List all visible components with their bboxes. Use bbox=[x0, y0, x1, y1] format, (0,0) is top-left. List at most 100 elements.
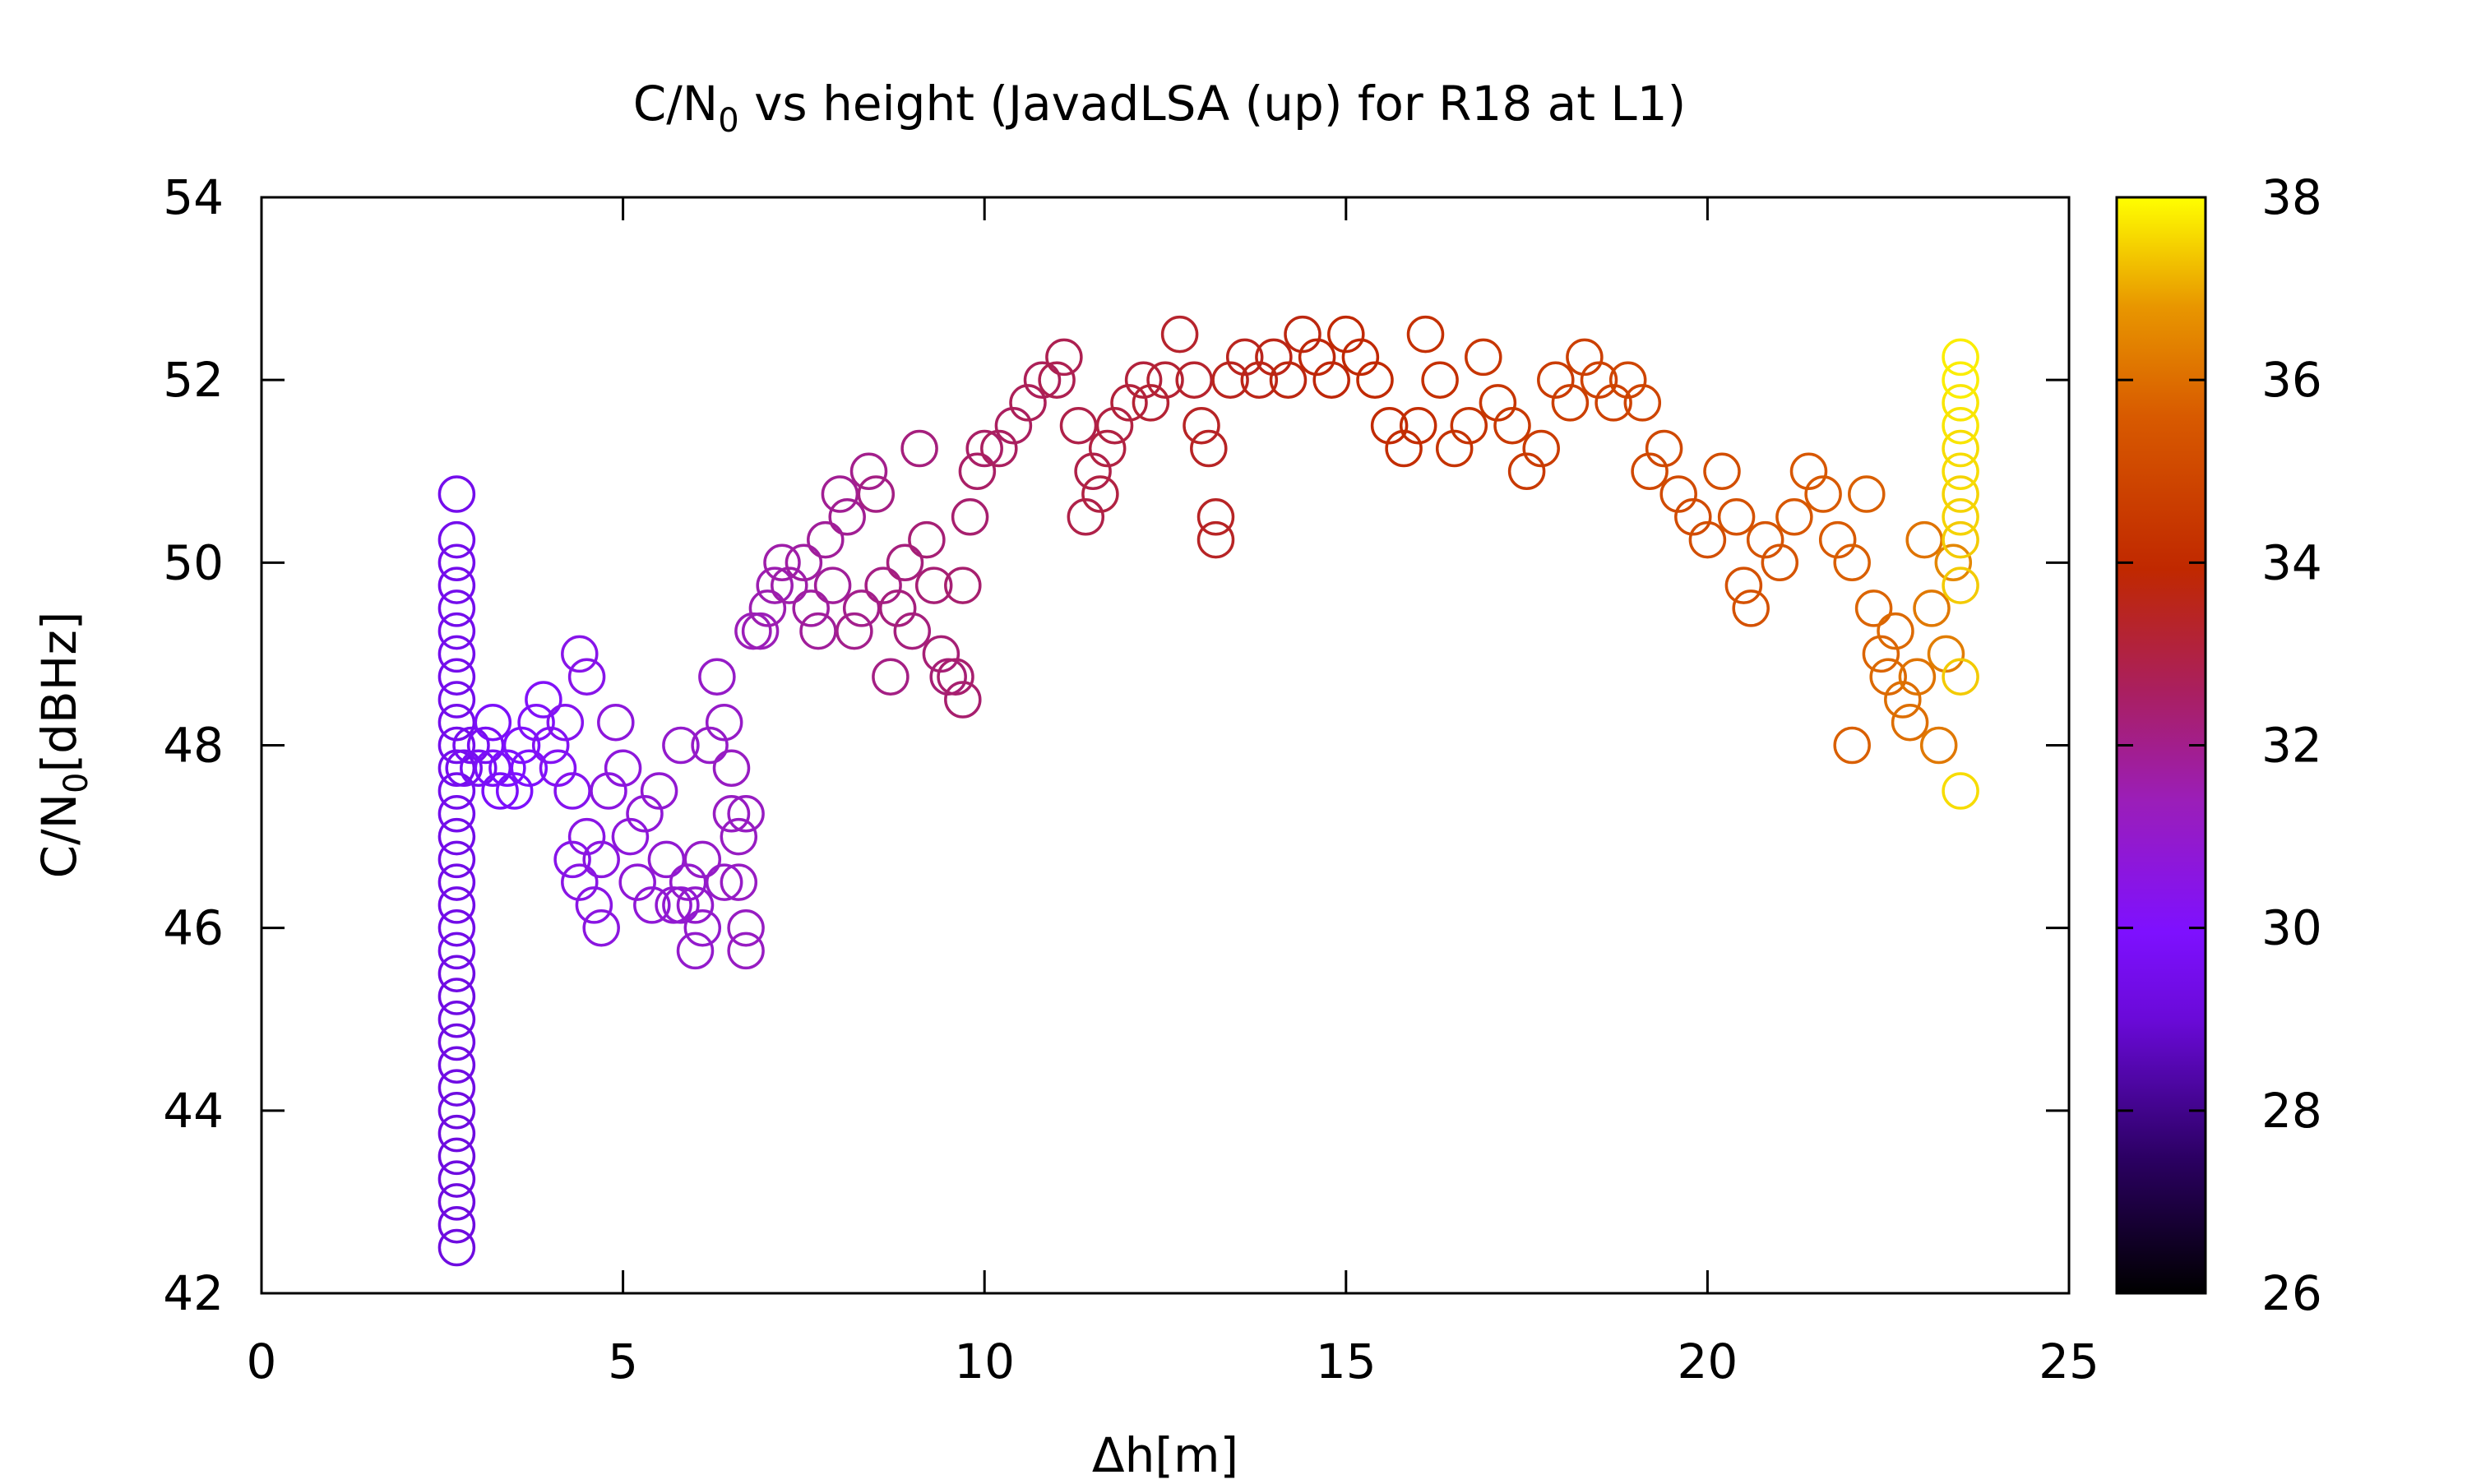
data-point bbox=[1341, 338, 1380, 377]
data-point bbox=[1450, 406, 1488, 445]
data-point bbox=[705, 863, 743, 901]
data-point bbox=[683, 840, 722, 879]
data-point bbox=[1465, 338, 1502, 377]
data-point bbox=[1623, 384, 1662, 422]
data-point bbox=[893, 612, 932, 650]
data-point bbox=[510, 749, 548, 788]
data-point bbox=[1717, 498, 1756, 536]
data-point bbox=[676, 932, 715, 970]
data-point bbox=[1942, 475, 1979, 513]
data-point bbox=[1196, 498, 1235, 536]
data-point bbox=[437, 1205, 476, 1244]
data-point bbox=[720, 863, 758, 901]
data-point bbox=[1942, 452, 1979, 491]
data-point bbox=[1160, 315, 1199, 354]
data-point bbox=[1608, 361, 1647, 399]
data-point bbox=[1862, 635, 1900, 673]
data-point bbox=[626, 795, 664, 833]
data-point bbox=[676, 886, 715, 924]
data-point bbox=[1551, 384, 1590, 422]
data-point bbox=[944, 566, 982, 604]
data-point bbox=[1146, 361, 1184, 399]
data-point bbox=[539, 749, 577, 788]
data-point bbox=[474, 703, 512, 742]
data-point bbox=[908, 520, 946, 559]
data-point bbox=[437, 612, 476, 650]
data-point bbox=[1732, 589, 1770, 627]
y-axis-label: C/N0[dBHz] bbox=[31, 612, 95, 879]
data-point bbox=[683, 908, 722, 947]
data-point bbox=[878, 589, 917, 627]
data-point bbox=[1067, 498, 1105, 536]
colorbar-tick-label: 26 bbox=[2261, 1265, 2322, 1321]
data-point bbox=[813, 566, 852, 604]
data-point bbox=[546, 703, 585, 742]
data-point bbox=[1703, 452, 1741, 491]
data-point bbox=[1327, 315, 1365, 354]
data-point bbox=[1074, 452, 1112, 491]
data-point bbox=[1645, 429, 1683, 468]
data-point bbox=[1724, 566, 1763, 604]
data-point bbox=[561, 863, 599, 901]
data-point bbox=[437, 772, 476, 810]
data-point bbox=[1927, 635, 1965, 673]
data-point bbox=[1095, 406, 1134, 445]
data-point bbox=[1919, 726, 1958, 765]
data-point bbox=[437, 1092, 476, 1130]
data-point bbox=[1674, 498, 1712, 536]
data-point bbox=[1537, 361, 1575, 399]
data-point bbox=[1023, 361, 1062, 399]
data-point bbox=[582, 840, 620, 879]
data-point bbox=[763, 543, 801, 582]
x-tick-label: 25 bbox=[2039, 1334, 2099, 1389]
x-tick-label: 20 bbox=[1677, 1334, 1738, 1389]
data-point bbox=[958, 452, 997, 491]
data-point bbox=[531, 726, 570, 765]
data-point bbox=[1479, 384, 1517, 422]
data-point bbox=[1761, 543, 1799, 582]
points-layer bbox=[437, 315, 1979, 1267]
data-point bbox=[1746, 520, 1784, 559]
data-point bbox=[437, 1069, 476, 1107]
data-point bbox=[1891, 703, 1929, 742]
colorbar-tick-label: 34 bbox=[2261, 534, 2322, 590]
chart-title-subscript: 0 bbox=[718, 102, 738, 140]
data-point bbox=[698, 658, 736, 696]
data-point bbox=[1196, 520, 1235, 559]
data-point bbox=[1088, 429, 1127, 468]
data-point bbox=[437, 703, 476, 742]
data-point bbox=[1833, 726, 1871, 765]
data-point bbox=[437, 1001, 476, 1038]
data-point bbox=[1399, 406, 1437, 445]
data-point bbox=[1406, 315, 1445, 354]
data-point bbox=[727, 932, 765, 970]
data-point bbox=[437, 908, 476, 947]
data-point bbox=[1421, 361, 1459, 399]
data-point bbox=[1132, 384, 1170, 422]
y-axis-label-subscript: 0 bbox=[58, 773, 95, 793]
data-point bbox=[437, 726, 476, 765]
data-point bbox=[437, 1228, 476, 1267]
data-point bbox=[502, 726, 541, 765]
data-point bbox=[1566, 338, 1604, 377]
y-tick-label: 54 bbox=[163, 169, 224, 225]
data-point bbox=[727, 795, 765, 833]
data-point bbox=[857, 475, 896, 513]
data-point bbox=[1688, 520, 1727, 559]
data-point bbox=[1818, 520, 1857, 559]
data-point bbox=[460, 749, 498, 788]
data-point bbox=[712, 795, 751, 833]
data-point bbox=[1190, 429, 1228, 468]
data-point bbox=[1942, 566, 1979, 604]
data-point bbox=[437, 658, 476, 696]
x-tick-label: 0 bbox=[247, 1334, 277, 1389]
data-point bbox=[437, 520, 476, 559]
data-point bbox=[1269, 361, 1308, 399]
data-point bbox=[1789, 452, 1828, 491]
data-point bbox=[1385, 429, 1423, 468]
data-point bbox=[575, 886, 613, 924]
data-point bbox=[1942, 406, 1979, 445]
data-point bbox=[437, 681, 476, 719]
data-point bbox=[1370, 406, 1409, 445]
